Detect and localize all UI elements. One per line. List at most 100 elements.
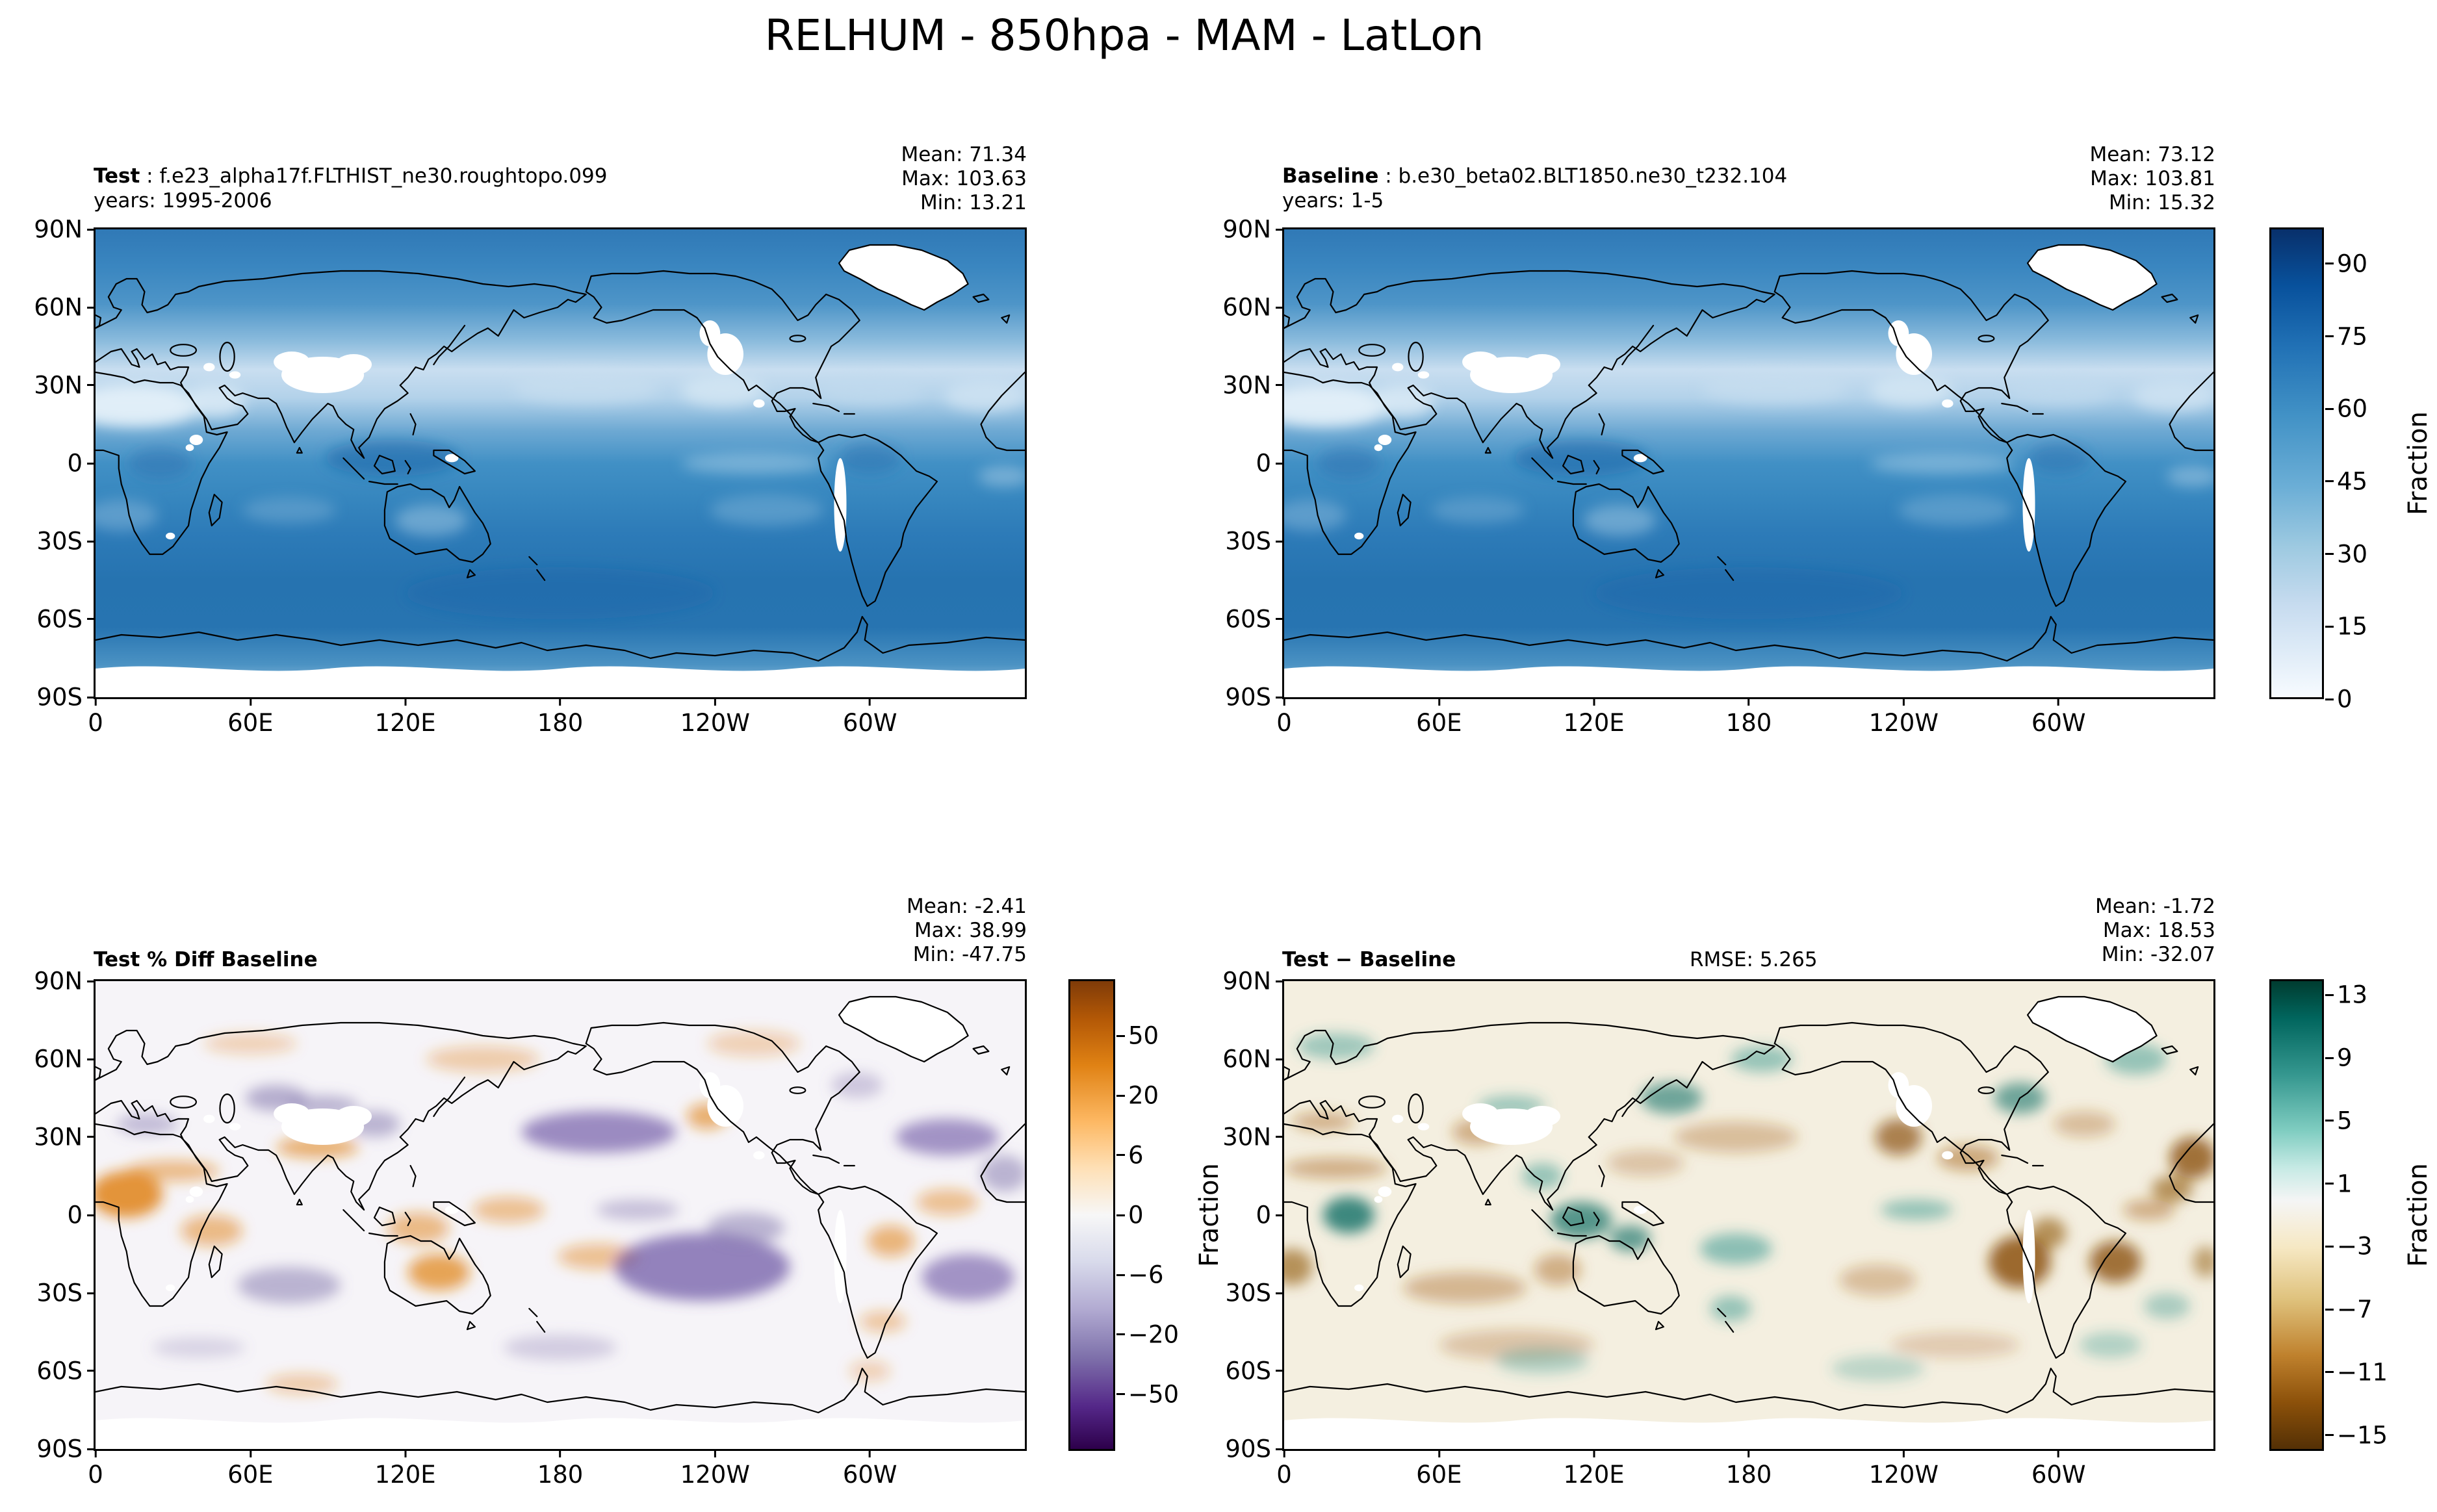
y-tick: 30N <box>1222 1123 1284 1151</box>
x-tick: 60E <box>227 1449 273 1489</box>
x-tick: 180 <box>537 1449 584 1489</box>
stat-max: Max: 103.63 <box>901 167 1027 190</box>
y-tick: 30N <box>34 371 96 399</box>
panel-diff-label: Test − Baseline <box>1282 948 1456 971</box>
x-tick: 60W <box>843 1449 897 1489</box>
y-tick: 60S <box>1225 605 1284 633</box>
x-tick: 0 <box>1276 697 1292 737</box>
colorbar-pct-diff-label: Fraction <box>1194 1163 1224 1267</box>
map-pct-diff: 0 60E 120E 180 120W 60W 90N 60N 30N 0 30… <box>34 967 1027 1489</box>
map-pct-diff-svg <box>96 981 1025 1449</box>
map-baseline: 0 60E 120E 180 120W 60W 90N 60N 30N 0 30… <box>1222 216 2215 737</box>
y-tick: 30S <box>1225 528 1284 556</box>
y-tick: 90N <box>1222 216 1284 244</box>
panel-diff-rmse: RMSE: 5.265 <box>1690 948 1818 971</box>
y-tick: 60S <box>1225 1357 1284 1385</box>
x-tick: 120E <box>1564 697 1625 737</box>
x-tick: 0 <box>88 697 103 737</box>
stat-max: Max: 18.53 <box>2102 919 2215 942</box>
colorbar-tick: 90 <box>2324 250 2367 277</box>
x-tick: 180 <box>1726 697 1772 737</box>
x-tick: 120W <box>1869 697 1939 737</box>
x-tick: 120E <box>1564 1449 1625 1489</box>
colorbar-tick: −50 <box>1115 1380 1179 1408</box>
colorbar-tick: 20 <box>1115 1082 1159 1110</box>
panel-baseline-years: years: 1-5 <box>1282 189 1384 212</box>
stat-mean: Mean: 73.12 <box>2089 143 2215 166</box>
panel-diff-stats: Mean: -1.72 Max: 18.53 Min: -32.07 <box>2095 895 2215 967</box>
colorbar-tick: 6 <box>1115 1141 1144 1169</box>
map-test: 0 60E 120E 180 120W 60W 90N 60N 30N 0 30… <box>34 216 1027 737</box>
y-tick: 90N <box>34 967 96 995</box>
colorbar-tick: −7 <box>2324 1296 2373 1324</box>
panel-diff-header: Test − Baseline <box>1282 947 1456 972</box>
panel-baseline-header: Baseline : b.e30_beta02.BLT1850.ne30_t23… <box>1282 164 1787 213</box>
x-tick: 180 <box>1726 1449 1772 1489</box>
stat-min: Min: -47.75 <box>912 943 1027 966</box>
x-tick: 60E <box>227 697 273 737</box>
y-tick: 30N <box>1222 371 1284 399</box>
y-tick: 90S <box>36 1435 96 1463</box>
panel-test-stats: Mean: 71.34 Max: 103.63 Min: 13.21 <box>901 143 1027 215</box>
panel-pct-diff-stats: Mean: -2.41 Max: 38.99 Min: -47.75 <box>907 895 1027 967</box>
y-tick: 90N <box>1222 967 1284 995</box>
y-tick: 0 <box>1256 1201 1284 1229</box>
colorbar-tick: 5 <box>2324 1107 2353 1134</box>
stat-mean: Mean: 71.34 <box>901 143 1027 166</box>
x-tick: 60W <box>843 697 897 737</box>
y-tick: 60S <box>36 605 96 633</box>
x-tick: 180 <box>537 697 584 737</box>
stat-min: Min: 15.32 <box>2108 191 2215 214</box>
colorbar-diff-gradient <box>2269 979 2324 1451</box>
colorbar-tick: −6 <box>1115 1261 1164 1289</box>
panel-baseline-label: Baseline <box>1282 164 1379 188</box>
y-tick: 0 <box>1256 450 1284 478</box>
x-tick: 60E <box>1416 697 1462 737</box>
colorbar-tick: 13 <box>2324 981 2367 1009</box>
map-baseline-svg <box>1284 229 2213 697</box>
y-tick: 60N <box>1222 294 1284 322</box>
stat-min: Min: -32.07 <box>2101 943 2215 966</box>
y-tick: 0 <box>67 450 96 478</box>
y-tick: 30S <box>1225 1279 1284 1307</box>
colorbar-tick: 50 <box>1115 1022 1159 1050</box>
figure-title: RELHUM - 850hpa - MAM - LatLon <box>764 10 1484 60</box>
panel-test-title: Test : f.e23_alpha17f.FLTHIST_ne30.rough… <box>94 164 608 188</box>
x-tick: 60W <box>2031 697 2086 737</box>
colorbar-tick: 60 <box>2324 395 2367 423</box>
y-tick: 30N <box>34 1123 96 1151</box>
colorbar-pct-diff-gradient <box>1068 979 1115 1451</box>
map-test-svg <box>96 229 1025 697</box>
colorbar-diff: 13 9 5 1 −3 −7 −11 −15 Fraction <box>2269 979 2433 1451</box>
y-tick: 90S <box>1225 1435 1284 1463</box>
x-tick: 120W <box>1869 1449 1939 1489</box>
colorbar-tick: 75 <box>2324 322 2367 350</box>
colorbar-tick: −11 <box>2324 1358 2388 1386</box>
panel-baseline-title: Baseline : b.e30_beta02.BLT1850.ne30_t23… <box>1282 164 1787 188</box>
x-tick: 0 <box>1276 1449 1292 1489</box>
x-tick: 60E <box>1416 1449 1462 1489</box>
x-tick: 60W <box>2031 1449 2086 1489</box>
y-tick: 90S <box>1225 684 1284 711</box>
map-diff-svg <box>1284 981 2213 1449</box>
map-diff: 0 60E 120E 180 120W 60W 90N 60N 30N 0 30… <box>1222 967 2215 1489</box>
stat-min: Min: 13.21 <box>920 191 1027 214</box>
stat-mean: Mean: -1.72 <box>2095 895 2215 918</box>
colorbar-fraction: 90 75 60 45 30 15 0 Fraction <box>2269 227 2433 713</box>
y-tick: 30S <box>36 528 96 556</box>
y-tick: 30S <box>36 1279 96 1307</box>
y-tick: 60N <box>1222 1045 1284 1073</box>
y-tick: 60N <box>34 1045 96 1073</box>
colorbar-tick: 9 <box>2324 1044 2353 1072</box>
colorbar-diff-label: Fraction <box>2403 1163 2433 1267</box>
panel-test-label: Test <box>94 164 140 188</box>
colorbar-fraction-label: Fraction <box>2403 411 2433 515</box>
colorbar-tick: 0 <box>2324 686 2353 713</box>
panel-baseline-case: : b.e30_beta02.BLT1850.ne30_t232.104 <box>1378 164 1788 188</box>
colorbar-tick: 30 <box>2324 540 2367 568</box>
y-tick: 60N <box>34 294 96 322</box>
x-tick: 120W <box>680 1449 750 1489</box>
colorbar-tick: 0 <box>1115 1201 1144 1229</box>
y-tick: 0 <box>67 1201 96 1229</box>
map-fill <box>1284 229 2213 697</box>
